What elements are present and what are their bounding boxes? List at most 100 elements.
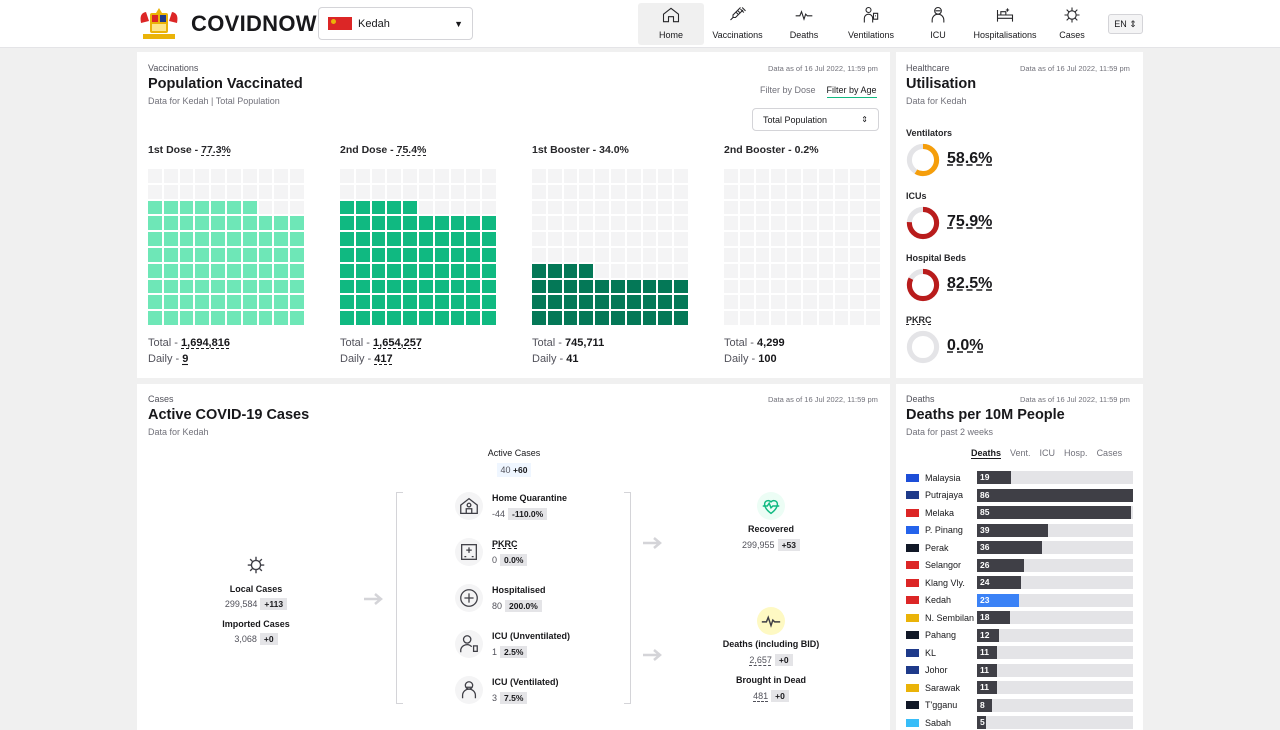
- case-flow-item[interactable]: Hospitalised 80 200.0%: [492, 585, 546, 612]
- active-cases[interactable]: Active Cases 40 +60: [474, 448, 554, 477]
- waffle-cell: [803, 247, 817, 262]
- home-quarantine-icon: [455, 492, 483, 520]
- state-label: Selangor: [925, 560, 962, 570]
- table-row[interactable]: T'gganu 8: [906, 698, 1133, 713]
- malaysia-coat-of-arms-logo[interactable]: [137, 7, 181, 41]
- table-row[interactable]: N. Sembilan 18: [906, 610, 1133, 625]
- language-selector[interactable]: EN ⇕: [1108, 14, 1143, 34]
- waffle-cell: [611, 169, 625, 183]
- virus-icon: [242, 551, 270, 579]
- waffle-cell: [387, 184, 402, 199]
- total-label: Total -: [724, 337, 754, 349]
- bar-track: 18: [977, 611, 1133, 624]
- state-selector[interactable]: Kedah ▼: [318, 7, 473, 40]
- waffle-cell: [482, 263, 496, 278]
- nav-item-ventilations[interactable]: Ventilations: [837, 3, 905, 45]
- active-cases-value: 40: [500, 465, 511, 475]
- waffle-cell: [227, 295, 241, 310]
- state-flag-icon: [906, 613, 919, 622]
- waffle-cell: [195, 216, 210, 231]
- table-row[interactable]: Melaka 85: [906, 505, 1133, 520]
- nav-item-cases[interactable]: Cases: [1039, 3, 1105, 45]
- nav-item-icu[interactable]: ICU: [905, 3, 971, 45]
- state-label: Putrajaya: [925, 490, 964, 500]
- tab-deaths-deaths[interactable]: Deaths: [971, 448, 1002, 459]
- deaths-including-bid[interactable]: Deaths (including BID) 2,657 +0: [711, 639, 831, 666]
- waffle-cell: [595, 200, 609, 215]
- table-row[interactable]: Sabah 5: [906, 715, 1133, 730]
- waffle-cell: [866, 279, 880, 294]
- state-flag-icon: [906, 561, 919, 569]
- waffle-cell: [482, 184, 496, 199]
- state-flag-icon: [906, 718, 919, 727]
- table-row[interactable]: Pahang 12: [906, 628, 1133, 643]
- nav-item-deaths[interactable]: Deaths: [771, 3, 837, 45]
- case-flow-item[interactable]: ICU (Ventilated) 3 7.5%: [492, 677, 559, 704]
- table-row[interactable]: P. Pinang 39: [906, 523, 1133, 538]
- tab-filter-by-dose[interactable]: Filter by Dose: [760, 85, 816, 95]
- waffle-cell: [611, 279, 625, 294]
- waffle-cell: [771, 200, 786, 215]
- waffle-cell: [340, 184, 354, 199]
- flow-delta: 200.0%: [505, 600, 542, 612]
- table-row[interactable]: KL 11: [906, 645, 1133, 660]
- flow-values: 0 0.0%: [492, 554, 528, 566]
- table-row[interactable]: Selangor 26: [906, 558, 1133, 573]
- dose-percent: 75.4%: [396, 144, 427, 156]
- table-row[interactable]: Johor 11: [906, 663, 1133, 678]
- table-row[interactable]: Kedah 23: [906, 593, 1133, 608]
- tab-filter-by-age[interactable]: Filter by Age: [826, 85, 877, 98]
- brought-in-dead[interactable]: Brought in Dead 481 +0: [711, 675, 831, 702]
- waffle-cell: [148, 279, 162, 294]
- waffle-cell: [195, 263, 210, 278]
- waffle-cell: [818, 263, 833, 278]
- waffle-cell: [866, 311, 880, 325]
- waffle-cell: [626, 263, 641, 278]
- bar-track: 11: [977, 663, 1133, 677]
- tab-deaths-icu[interactable]: ICU: [1039, 448, 1056, 458]
- table-row[interactable]: Klang Vly. 24: [906, 575, 1133, 590]
- waffle-cell: [340, 263, 354, 278]
- vacc-subtitle: Data for Kedah | Total Population: [148, 96, 280, 106]
- table-row[interactable]: Malaysia 19: [906, 470, 1133, 485]
- waffle-cell: [787, 216, 801, 231]
- flow-delta: 7.5%: [500, 692, 528, 704]
- imported-cases[interactable]: Imported Cases 3,068 +0: [206, 619, 306, 645]
- case-flow-item[interactable]: ICU (Unventilated) 1 2.5%: [492, 631, 570, 658]
- top-header: COVIDNOW Kedah ▼ Home Vaccinations Deaths V…: [0, 0, 1280, 48]
- waffle-cell: [227, 232, 241, 246]
- tab-deaths-hosp[interactable]: Hosp.: [1064, 448, 1088, 458]
- waffle-cell: [419, 263, 433, 278]
- tab-deaths-cases[interactable]: Cases: [1096, 448, 1123, 458]
- dose-name: 1st Booster -: [532, 144, 597, 156]
- table-row[interactable]: Perak 36: [906, 540, 1133, 555]
- syringe-icon: [727, 5, 749, 30]
- population-select[interactable]: Total Population ⇕: [752, 108, 879, 131]
- tab-deaths-vent[interactable]: Vent.: [1010, 448, 1031, 458]
- table-row[interactable]: Putrajaya 86: [906, 488, 1133, 503]
- waffle-cell: [163, 216, 178, 231]
- waffle-cell: [371, 263, 386, 278]
- waffle-cell: [371, 216, 386, 231]
- waffle-cell: [163, 232, 178, 246]
- recovered[interactable]: Recovered 299,955 +53: [721, 524, 821, 551]
- table-row[interactable]: Sarawak 11: [906, 680, 1133, 695]
- nav-item-home[interactable]: Home: [638, 3, 704, 45]
- waffle-cell: [850, 232, 865, 246]
- flow-value: 1: [492, 647, 498, 657]
- waffle-cell: [724, 216, 738, 231]
- waffle-cell: [771, 247, 786, 262]
- nav-item-vaccinations[interactable]: Vaccinations: [704, 3, 771, 45]
- waffle-cell: [658, 263, 673, 278]
- waffle-cell: [611, 311, 625, 325]
- nav-item-hospitalisations[interactable]: Hospitalisations: [971, 3, 1039, 45]
- case-flow-item[interactable]: PKRC 0 0.0%: [492, 539, 528, 566]
- case-flow-item[interactable]: Home Quarantine -44 -110.0%: [492, 493, 567, 520]
- waffle-cell: [466, 279, 481, 294]
- state-flag-icon: [906, 648, 919, 657]
- waffle-cell: [179, 232, 194, 246]
- waffle-cell: [658, 184, 673, 199]
- local-cases[interactable]: Local Cases 299,584 +113: [206, 584, 306, 610]
- waffle-cell: [434, 279, 449, 294]
- waffle-cell: [739, 169, 754, 183]
